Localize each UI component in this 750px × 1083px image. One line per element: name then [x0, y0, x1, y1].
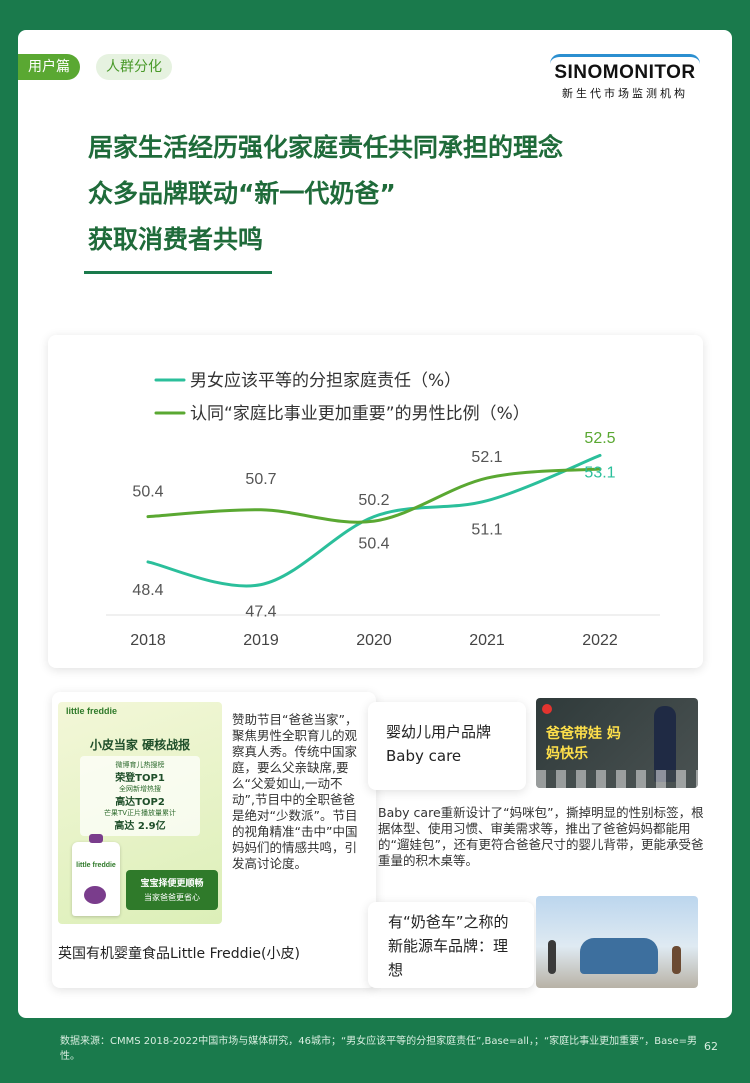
babycare-title-card: 婴幼儿用户品牌 Baby care: [368, 702, 526, 790]
freddie-promo-image: little freddie 小皮当家 硬核战报 微博育儿热搜榜 荣登TOP1 …: [58, 702, 222, 924]
freddie-stat-label-3: 芒果TV正片播放量累计: [103, 809, 177, 817]
lixiang-person-right: [672, 946, 681, 974]
page-headline: 居家生活经历强化家庭责任共同承担的理念 众多品牌联动“新一代奶爸” 获取消费者共…: [88, 125, 563, 263]
data-label-s1-2020: 50.4: [358, 536, 389, 553]
babycare-caption: 婴幼儿用户品牌 Baby care: [386, 723, 492, 765]
lixiang-car-image: [536, 896, 698, 988]
data-label-s2-2019: 50.7: [245, 471, 276, 488]
freddie-slogan-1: 宝宝择便更顺畅: [140, 879, 204, 889]
freddie-card: little freddie 小皮当家 硬核战报 微博育儿热搜榜 荣登TOP1 …: [52, 692, 376, 988]
data-label-s1-2019: 47.4: [245, 604, 276, 621]
lixiang-caption: 有“奶爸车”之称的新能源车品牌：理想: [388, 913, 509, 979]
data-label-s1-2021: 51.1: [471, 522, 502, 539]
freddie-stat-value-2: 高达TOP2: [115, 797, 165, 808]
data-label-s2-2021: 52.1: [471, 449, 502, 466]
line-chart-card: 男女应该平等的分担家庭责任（%） 认同“家庭比事业更加重要”的男性比例（%） 48.…: [48, 335, 703, 668]
data-label-s2-2018: 50.4: [132, 484, 163, 501]
freddie-promo-title: 小皮当家 硬核战报: [89, 738, 191, 752]
freddie-pouch: little freddie: [72, 834, 120, 916]
topic-tag: 人群分化: [96, 54, 172, 80]
freddie-pouch-fruit: [84, 886, 106, 904]
x-tick-2019: 2019: [243, 632, 279, 649]
logo-arc-icon: [550, 54, 700, 64]
line-chart: 男女应该平等的分担家庭责任（%） 认同“家庭比事业更加重要”的男性比例（%） 48.…: [106, 371, 660, 649]
x-tick-2021: 2021: [469, 632, 505, 649]
babycare-description: Baby care重新设计了“妈咪包”，撕掉明显的性别标签，根据体型、使用习惯、…: [378, 805, 704, 868]
logo-wordmark: SINOMONITOR: [554, 62, 696, 83]
legend-label-2: 认同“家庭比事业更加重要”的男性比例（%）: [190, 404, 530, 424]
data-label-s1-2018: 48.4: [132, 582, 163, 599]
data-label-s2-2022: 52.5: [584, 430, 615, 447]
freddie-caption: 英国有机婴童食品Little Freddie(小皮): [58, 946, 300, 962]
headline-line-3: 获取消费者共鸣: [88, 225, 264, 254]
freddie-pouch-logo: little freddie: [76, 862, 116, 869]
legend-label-1: 男女应该平等的分担家庭责任（%）: [190, 371, 461, 391]
section-tag: 用户篇: [18, 54, 80, 80]
freddie-stat-label-1: 微博育儿热搜榜: [115, 761, 165, 769]
headline-line-2: 众多品牌联动“新一代奶爸”: [88, 179, 396, 208]
headline-divider: [84, 271, 272, 274]
report-page: 用户篇 人群分化 SINOMONITOR 新生代市场监测机构 居家生活经历强化家…: [18, 30, 732, 1018]
babycare-father-figure: [654, 706, 676, 782]
lixiang-title-card: 有“奶爸车”之称的新能源车品牌：理想: [368, 902, 534, 988]
freddie-description: 赞助节目“爸爸当家”，聚焦男性全职育儿的观察真人秀。传统中国家庭，要么父亲缺席,…: [232, 712, 358, 871]
babycare-brand-dot: [542, 704, 552, 714]
x-tick-2020: 2020: [356, 632, 392, 649]
data-label-s1-2022: 53.1: [584, 464, 615, 481]
data-source-footnote: 数据来源：CMMS 2018-2022中国市场与媒体研究，46城市；“男女应该平…: [60, 1036, 698, 1062]
x-tick-2022: 2022: [582, 632, 618, 649]
headline-line-1: 居家生活经历强化家庭责任共同承担的理念: [88, 133, 564, 162]
babycare-ad-text: 爸爸带娃 妈妈快乐: [546, 726, 621, 762]
logo-subtitle: 新生代市场监测机构: [562, 87, 688, 100]
page-number: 62: [704, 1040, 718, 1053]
freddie-stats-box: [80, 756, 200, 836]
freddie-stat-value-3: 高达 2.9亿: [114, 821, 166, 832]
freddie-brand-logo: little freddie: [66, 706, 118, 716]
sinomonitor-logo: SINOMONITOR 新生代市场监测机构: [550, 54, 700, 101]
freddie-pouch-cap: [89, 834, 103, 843]
lixiang-car: [580, 938, 658, 974]
freddie-slogan-2: 当家爸爸更省心: [144, 893, 200, 902]
babycare-crosswalk: [536, 770, 698, 788]
series-line-2: [146, 467, 602, 524]
lixiang-person-left: [548, 940, 556, 974]
freddie-slogan-box: [126, 870, 218, 910]
series-line-1: [146, 453, 602, 588]
babycare-ad-image: 爸爸带娃 妈妈快乐: [536, 698, 698, 788]
freddie-stat-value-1: 荣登TOP1: [115, 773, 165, 784]
x-tick-2018: 2018: [130, 632, 166, 649]
freddie-stat-label-2: 全网新增热搜: [119, 785, 161, 793]
data-label-s2-2020: 50.2: [358, 492, 389, 509]
